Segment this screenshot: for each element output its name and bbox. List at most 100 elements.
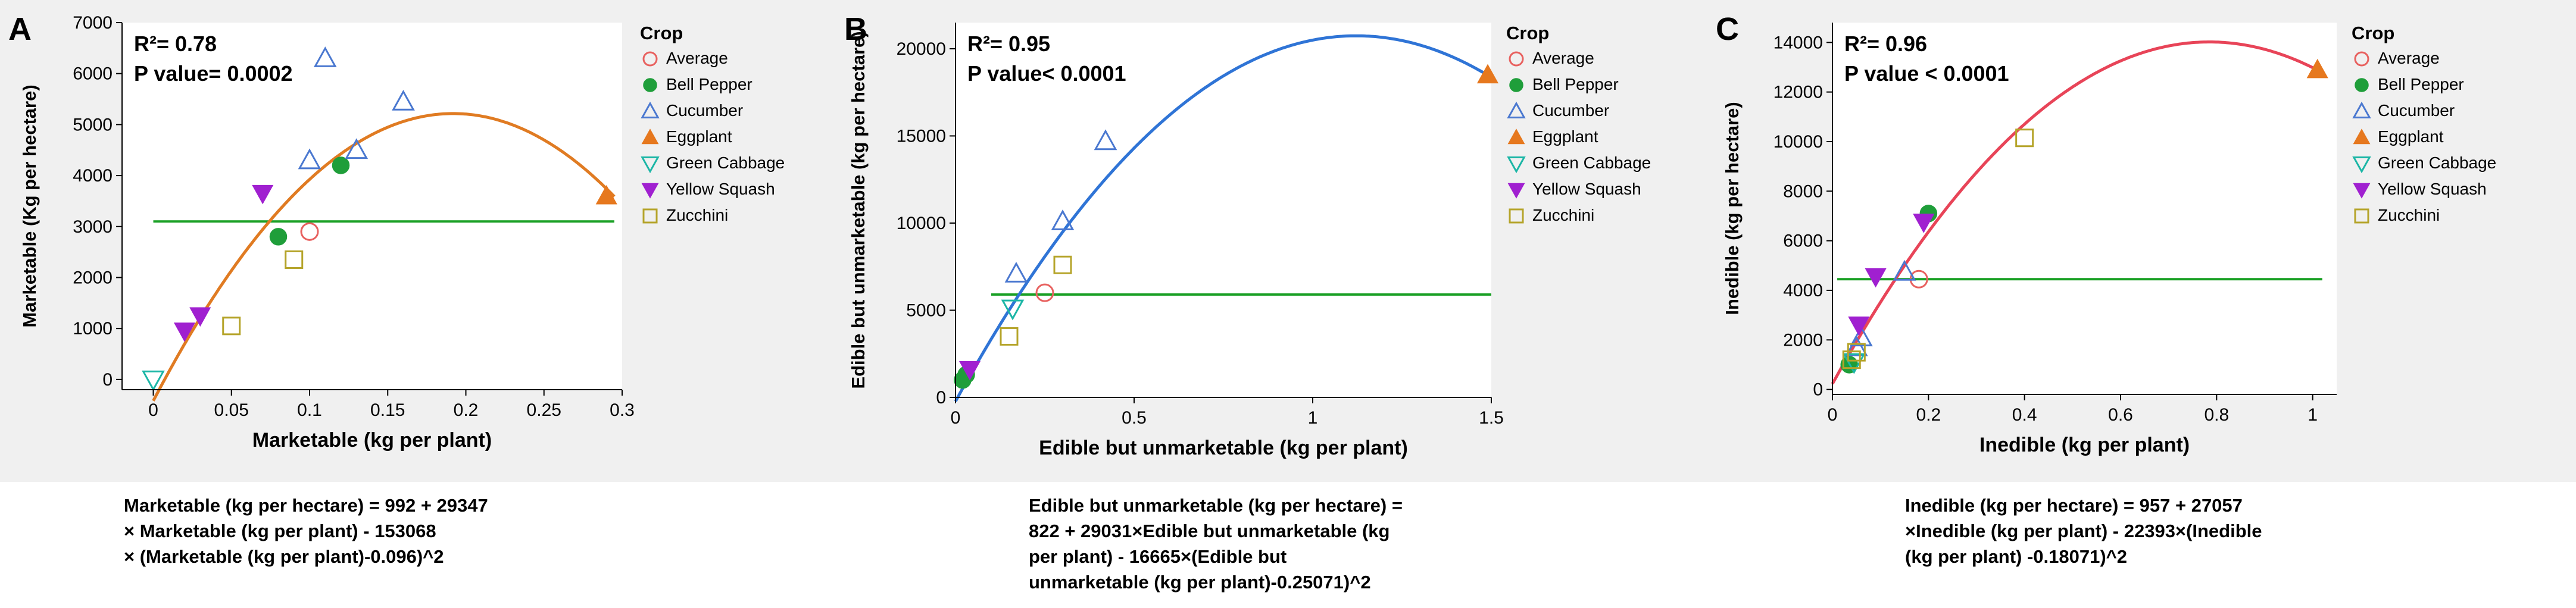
legend-item: Bell Pepper <box>1506 71 1651 98</box>
legend-label: Yellow Squash <box>666 180 775 198</box>
series-cucumber <box>298 46 415 170</box>
legend-item: Yellow Squash <box>1506 176 1651 202</box>
data-point <box>1000 327 1019 346</box>
legend-marker <box>641 183 659 199</box>
series-eggplant <box>2306 58 2328 79</box>
legend-item: Bell Pepper <box>2352 71 2496 98</box>
legend-item: Green Cabbage <box>1506 150 1651 176</box>
y-tick-label: 6000 <box>73 64 113 84</box>
data-point <box>142 370 165 391</box>
legend-c: Crop Average Bell Pepper Cucumber Eggplant Gr… <box>2352 23 2496 228</box>
data-point <box>345 138 369 159</box>
equation-line: Marketable (kg per hectare) = 992 + 2934… <box>124 495 488 516</box>
legend-item: Eggplant <box>1506 124 1651 150</box>
legend-item: Eggplant <box>640 124 785 150</box>
legend-marker <box>1507 183 1525 199</box>
x-axis-label: Inedible (kg per plant) <box>1979 434 2190 456</box>
panel-letter-a: A <box>8 11 32 47</box>
data-point <box>392 89 415 111</box>
legend-label: Eggplant <box>666 127 732 146</box>
legend-label: Zucchini <box>2378 206 2440 224</box>
x-tick-label: 1.5 <box>1479 408 1504 428</box>
equation-b: Edible but unmarketable (kg per hectare)… <box>1029 493 1403 595</box>
legend-marker <box>2354 208 2369 224</box>
equation-line: per plant) - 16665×(Edible but <box>1029 546 1287 567</box>
series-green-cabbage <box>1001 299 1025 321</box>
open-circle-icon <box>1509 51 1524 67</box>
x-tick-label: 0.15 <box>370 400 405 420</box>
legend-marker <box>641 156 660 173</box>
legend-title: Crop <box>1506 23 1550 43</box>
open-triangle-up-icon <box>1507 101 1526 119</box>
series-eggplant <box>595 185 617 205</box>
plot-area <box>122 23 622 390</box>
legend-b: Crop Average Bell Pepper Cucumber Eggplant Gr… <box>1506 23 1651 228</box>
data-point <box>1001 299 1025 321</box>
series-bell-pepper <box>269 156 350 246</box>
equation-c: Inedible (kg per hectare) = 957 + 27057 … <box>1905 493 2262 569</box>
legend-marker <box>641 101 660 119</box>
y-tick-label: 0 <box>102 370 113 390</box>
y-axis-label: Inedible (kg per hectare) <box>1722 102 1743 315</box>
legend-marker <box>1507 101 1526 119</box>
legend-marker <box>642 51 658 67</box>
y-tick-label: 10000 <box>1773 132 1823 152</box>
x-tick-label: 0.25 <box>527 400 561 420</box>
open-circle-icon <box>2354 51 2369 67</box>
legend-marker <box>1507 129 1525 145</box>
x-tick-label: 1 <box>2308 405 2318 425</box>
legend-item: Zucchini <box>2352 202 2496 228</box>
data-point <box>1053 255 1072 274</box>
data-point <box>1850 325 1873 347</box>
series-green-cabbage <box>142 370 165 391</box>
data-point <box>269 228 288 246</box>
filled-triangle-up-icon <box>2353 129 2371 145</box>
panel-letter-c: C <box>1716 11 1739 47</box>
legend-marker <box>1509 51 1524 67</box>
filled-circle-icon <box>1509 78 1523 92</box>
x-tick-label: 0.6 <box>2108 405 2133 425</box>
series-cucumber <box>1004 129 1117 283</box>
fit-curve <box>1831 40 2323 385</box>
y-tick-label: 10000 <box>897 214 946 233</box>
legend-title: Crop <box>640 23 683 43</box>
y-tick-label: 0 <box>936 388 946 408</box>
data-point <box>1893 259 1916 281</box>
panel-letter-b: B <box>844 11 867 47</box>
r-squared-label: R²= 0.78 <box>134 32 217 56</box>
y-tick-label: 20000 <box>897 39 946 59</box>
legend-marker <box>643 78 657 92</box>
p-value-label: P value= 0.0002 <box>134 61 293 86</box>
equation-line: unmarketable (kg per plant)-0.25071)^2 <box>1029 572 1371 593</box>
equation-line: × Marketable (kg per plant) - 153068 <box>124 521 436 541</box>
legend-label: Green Cabbage <box>2378 153 2497 172</box>
equation-line: (kg per plant) -0.18071)^2 <box>1905 546 2127 567</box>
legend-item: Eggplant <box>2352 124 2496 150</box>
data-point <box>1844 335 1868 356</box>
filled-triangle-up-icon <box>1507 129 1525 145</box>
legend-marker <box>1509 78 1523 92</box>
series-yellow-squash <box>1848 214 1935 336</box>
equation-line: ×Inedible (kg per plant) - 22393×(Inedib… <box>1905 521 2262 541</box>
x-tick-label: 0.8 <box>2204 405 2229 425</box>
data-point <box>1848 316 1870 336</box>
y-tick-label: 4000 <box>1783 281 1823 300</box>
y-tick-label: 14000 <box>1773 33 1823 52</box>
legend-label: Bell Pepper <box>2378 75 2464 93</box>
chart-marketable: 0 0.05 0.1 0.15 0.2 0.25 0.3 0 1000 2000 3000 4000 5… <box>19 13 635 452</box>
data-point <box>1476 64 1499 84</box>
y-tick-label: 1000 <box>73 319 113 339</box>
data-point <box>332 156 350 174</box>
series-zucchini <box>1842 129 2034 369</box>
legend-marker <box>2352 101 2371 119</box>
legend-item: Average <box>640 45 785 71</box>
chart-inedible: 0 0.2 0.4 0.6 0.8 1 0 2000 4000 6000 8000 10000 1200… <box>1722 23 2337 456</box>
data-point <box>285 250 304 269</box>
legend-item: Yellow Squash <box>2352 176 2496 202</box>
legend-label: Cucumber <box>2378 101 2455 120</box>
legend-marker <box>2354 51 2369 67</box>
filled-triangle-down-icon <box>641 183 659 199</box>
y-tick-label: 8000 <box>1783 181 1823 201</box>
legend-marker <box>2353 129 2371 145</box>
y-tick-label: 2000 <box>1783 330 1823 350</box>
